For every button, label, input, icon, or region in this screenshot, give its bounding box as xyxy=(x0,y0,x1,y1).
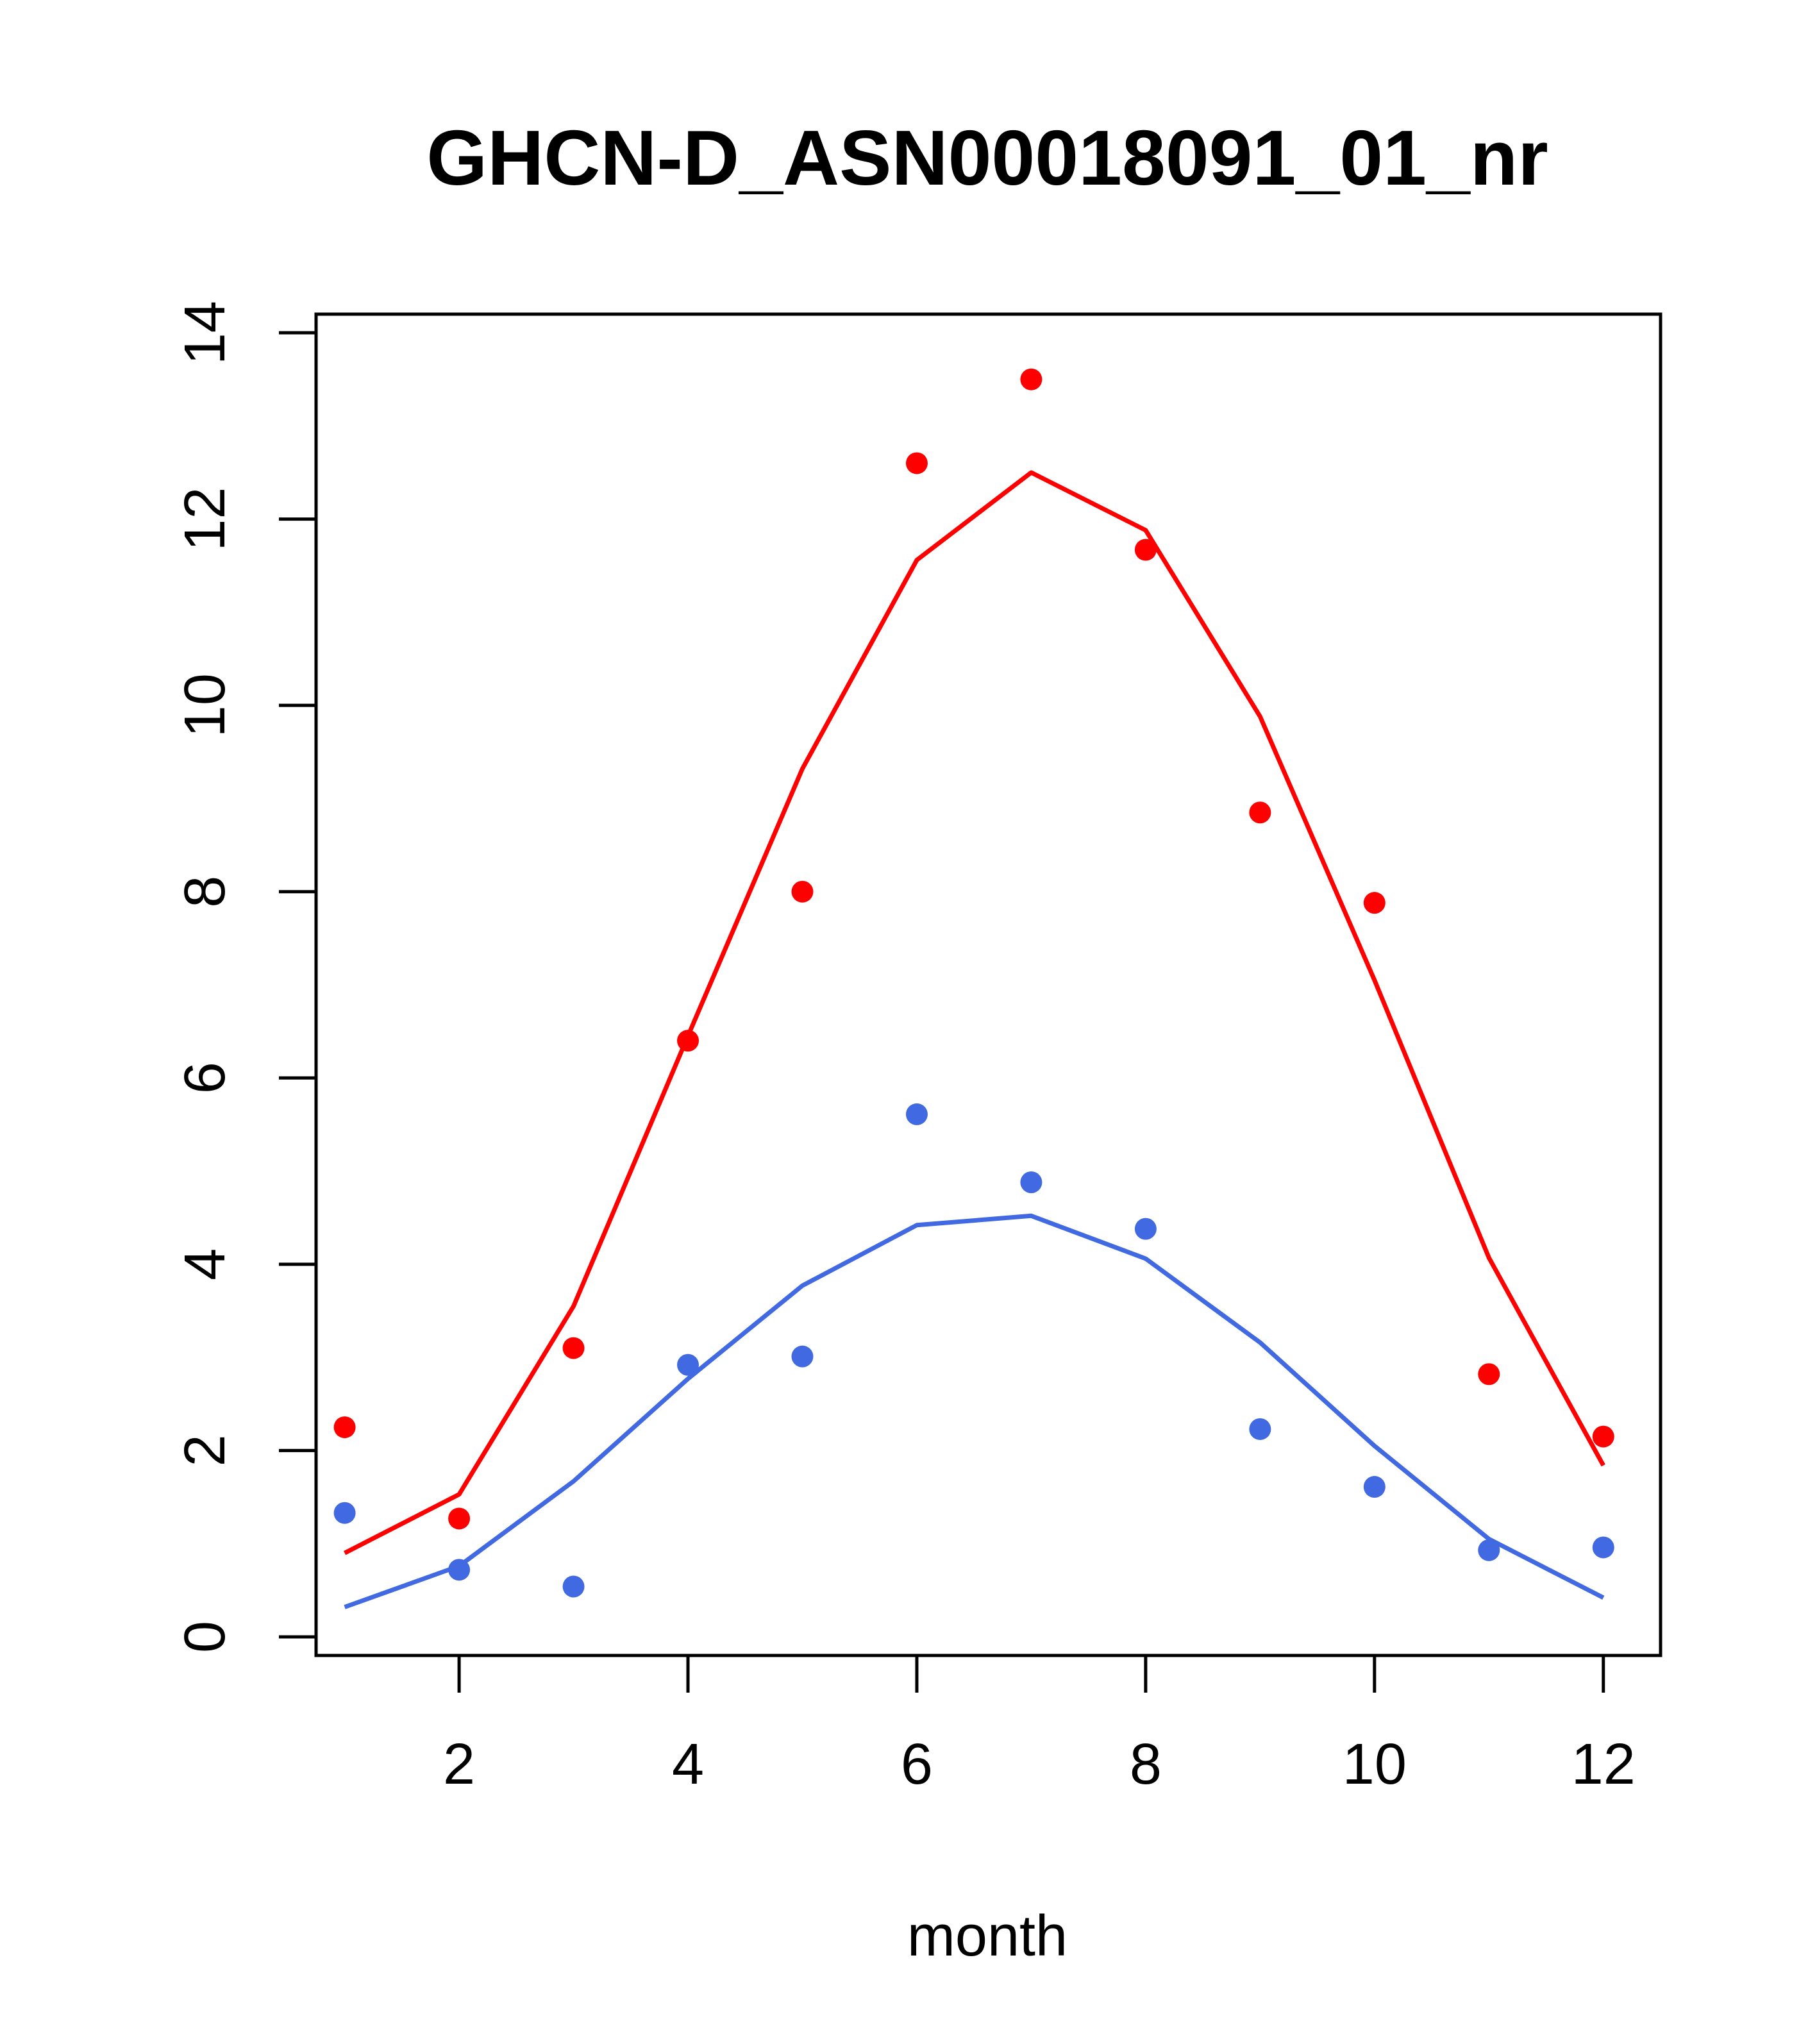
x-tick-label: 8 xyxy=(1130,1732,1162,1797)
data-point xyxy=(791,1345,814,1368)
data-point xyxy=(677,1353,699,1376)
data-point xyxy=(1249,1418,1271,1440)
data-point xyxy=(333,1502,356,1524)
series-layer xyxy=(333,368,1614,1609)
y-tick-label: 8 xyxy=(173,876,237,908)
y-tick-label: 12 xyxy=(173,487,237,551)
data-point xyxy=(333,1416,356,1439)
data-point xyxy=(1478,1539,1500,1561)
y-axis: 0 2 4 6 8 10 12 14 xyxy=(173,301,318,1653)
x-tick-label: 4 xyxy=(672,1732,704,1797)
data-point xyxy=(1363,892,1386,914)
x-tick-label: 2 xyxy=(443,1732,475,1797)
data-point xyxy=(791,880,814,903)
y-tick-label: 2 xyxy=(173,1434,237,1466)
data-point xyxy=(448,1559,471,1581)
data-point xyxy=(1592,1536,1614,1559)
data-point xyxy=(1478,1363,1500,1386)
x-tick-label: 6 xyxy=(901,1732,933,1797)
data-point xyxy=(905,1103,928,1125)
data-point xyxy=(1592,1425,1614,1448)
y-tick-label: 6 xyxy=(173,1062,237,1094)
data-point xyxy=(1249,801,1271,824)
x-axis-label: month xyxy=(907,1904,1068,1968)
data-point xyxy=(1134,1218,1157,1240)
series-1 xyxy=(333,368,1614,1555)
x-axis: 2 4 6 8 10 12 xyxy=(443,1654,1636,1797)
plot-area xyxy=(314,312,1662,1657)
x-tick-label: 10 xyxy=(1343,1732,1407,1797)
data-point xyxy=(1020,368,1042,390)
data-point xyxy=(562,1337,585,1359)
data-point xyxy=(1363,1476,1386,1498)
data-point xyxy=(1020,1171,1042,1193)
data-point xyxy=(562,1575,585,1598)
data-point xyxy=(905,452,928,474)
series-2 xyxy=(333,1103,1614,1609)
y-tick-label: 4 xyxy=(173,1248,237,1280)
y-tick-label: 14 xyxy=(173,301,237,365)
chart-title: GHCN-D_ASN00018091_01_nr xyxy=(426,114,1548,201)
series-line xyxy=(344,1213,1605,1609)
data-point xyxy=(677,1030,699,1052)
series-line xyxy=(344,470,1605,1555)
data-point xyxy=(448,1507,471,1530)
data-point xyxy=(1134,539,1157,561)
y-tick-label: 10 xyxy=(173,673,237,737)
x-tick-label: 12 xyxy=(1571,1732,1636,1797)
y-tick-label: 0 xyxy=(173,1621,237,1653)
